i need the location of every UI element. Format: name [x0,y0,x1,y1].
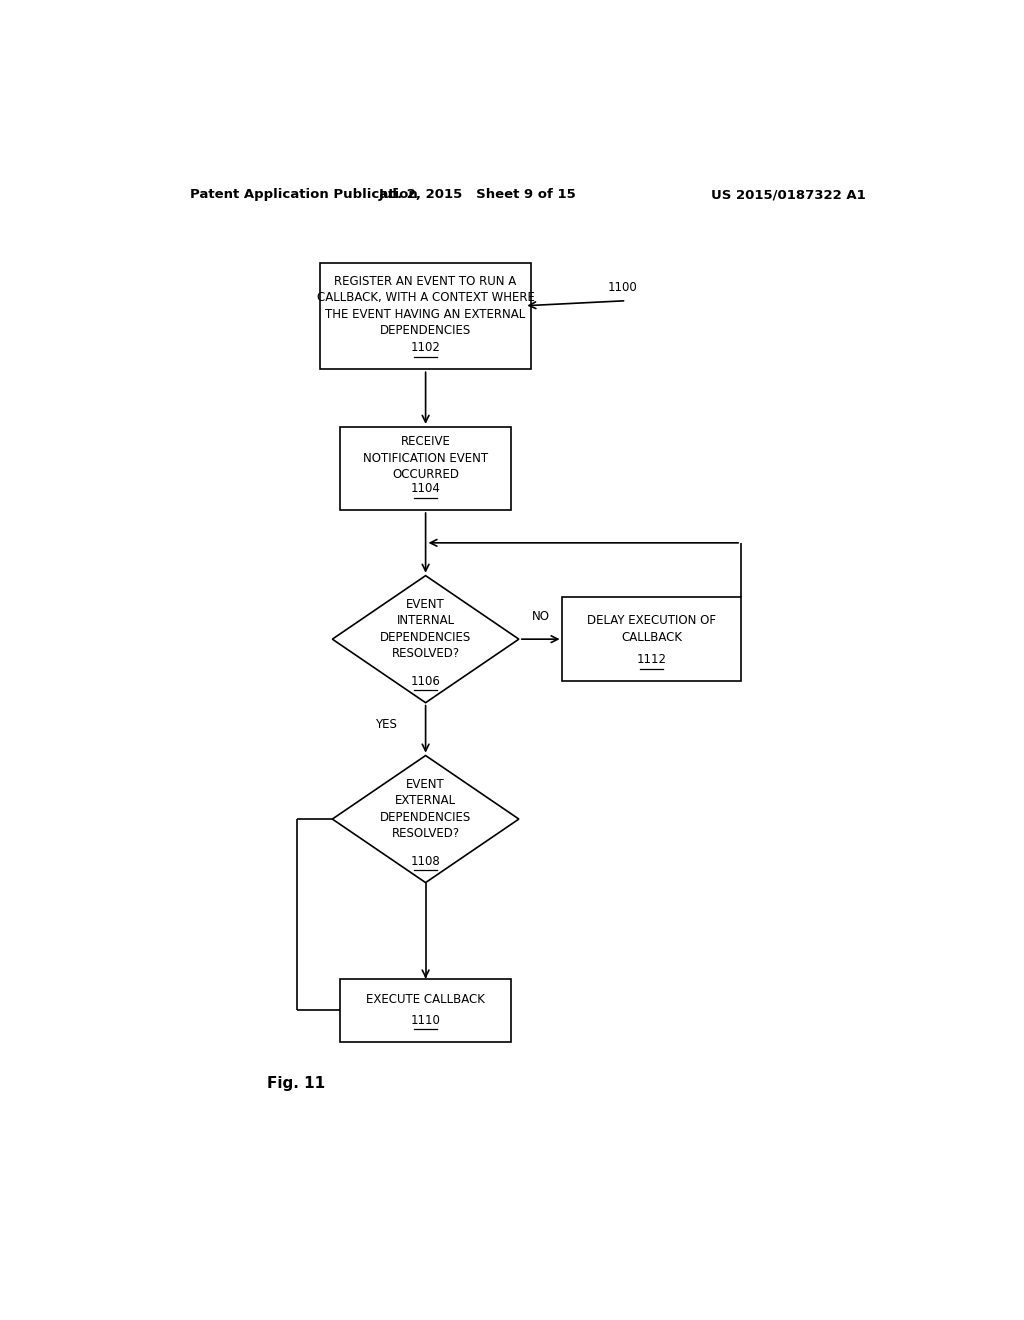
Polygon shape [333,755,519,883]
Text: REGISTER AN EVENT TO RUN A
CALLBACK, WITH A CONTEXT WHERE
THE EVENT HAVING AN EX: REGISTER AN EVENT TO RUN A CALLBACK, WIT… [316,275,535,337]
Text: Patent Application Publication: Patent Application Publication [189,189,418,202]
Polygon shape [321,263,530,370]
Text: 1110: 1110 [411,1014,440,1027]
Polygon shape [340,426,511,510]
Polygon shape [333,576,519,702]
Polygon shape [562,598,741,681]
Text: 1104: 1104 [411,482,440,495]
Text: YES: YES [375,718,397,730]
Text: 1112: 1112 [637,653,667,667]
Text: EXECUTE CALLBACK: EXECUTE CALLBACK [367,994,485,1006]
Text: 1100: 1100 [608,281,638,294]
Text: US 2015/0187322 A1: US 2015/0187322 A1 [712,189,866,202]
Text: NO: NO [531,610,550,623]
Text: 1102: 1102 [411,342,440,355]
Polygon shape [340,978,511,1041]
Text: Jul. 2, 2015   Sheet 9 of 15: Jul. 2, 2015 Sheet 9 of 15 [378,189,577,202]
Text: RECEIVE
NOTIFICATION EVENT
OCCURRED: RECEIVE NOTIFICATION EVENT OCCURRED [364,436,488,482]
Text: DELAY EXECUTION OF
CALLBACK: DELAY EXECUTION OF CALLBACK [588,614,716,644]
Text: 1108: 1108 [411,855,440,867]
Text: EVENT
INTERNAL
DEPENDENCIES
RESOLVED?: EVENT INTERNAL DEPENDENCIES RESOLVED? [380,598,471,660]
Text: Fig. 11: Fig. 11 [267,1076,325,1090]
Text: EVENT
EXTERNAL
DEPENDENCIES
RESOLVED?: EVENT EXTERNAL DEPENDENCIES RESOLVED? [380,777,471,840]
Text: 1106: 1106 [411,675,440,688]
